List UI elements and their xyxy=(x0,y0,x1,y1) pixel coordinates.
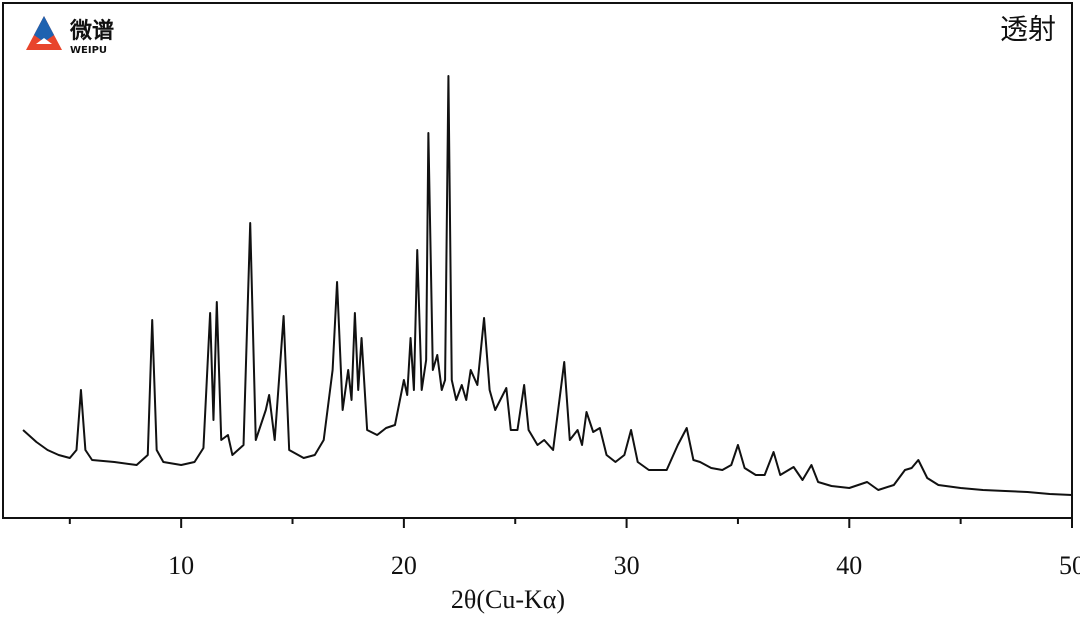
plot-frame xyxy=(2,2,1073,519)
logo-name: 微谱 xyxy=(69,18,114,44)
x-tick-label: 10 xyxy=(168,551,194,580)
x-tick-label: 20 xyxy=(391,551,417,580)
data-line xyxy=(22,75,1073,496)
annotation: 透射 xyxy=(1000,13,1056,45)
logo-icon xyxy=(36,38,52,44)
x-axis-label: 2θ(Cu-Kα) xyxy=(451,585,565,614)
logo: 微谱 WEIPU xyxy=(26,16,114,56)
x-tick-label: 30 xyxy=(614,551,640,580)
logo-sub: WEIPU xyxy=(70,45,107,56)
x-tick-label: 50 xyxy=(1059,551,1080,580)
logo-icon xyxy=(34,16,54,42)
x-tick-label: 40 xyxy=(836,551,862,580)
